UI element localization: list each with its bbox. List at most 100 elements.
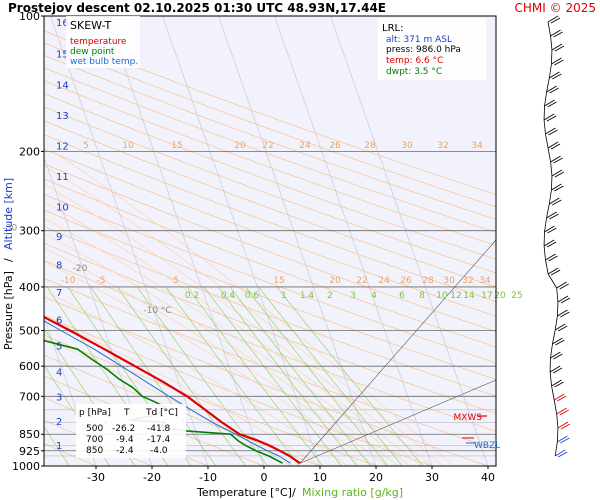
isotherm-line bbox=[274, 16, 433, 466]
table-header-p: p [hPa] bbox=[79, 408, 111, 418]
dry-adiabat-line bbox=[44, 120, 496, 288]
x-axis-title-temp: Temperature [°C] bbox=[196, 486, 292, 499]
wind-barb bbox=[551, 57, 562, 65]
altitude-tick-label: 8 bbox=[56, 261, 62, 272]
dry-adiabat-line bbox=[44, 193, 496, 364]
wind-barb-flag bbox=[554, 45, 565, 52]
mixing-ratio-label: 1.4 bbox=[300, 291, 315, 301]
wind-barb-flag bbox=[552, 367, 563, 374]
legend-title: SKEW-T bbox=[70, 19, 112, 32]
y-tick-label: 1000 bbox=[12, 460, 40, 473]
theta-label: 32 bbox=[437, 141, 448, 151]
wind-staff bbox=[556, 301, 559, 317]
wind-barb bbox=[550, 29, 561, 37]
plot-area bbox=[44, 16, 496, 466]
wind-staff bbox=[544, 91, 547, 107]
theta-label: 34 bbox=[471, 141, 483, 151]
theta-label: 20 bbox=[234, 141, 246, 151]
wind-barb-flag bbox=[557, 325, 568, 332]
wind-barb-flag bbox=[547, 101, 557, 108]
lrl-box bbox=[378, 18, 486, 80]
theta-label: 28 bbox=[422, 276, 434, 286]
wind-barb bbox=[551, 43, 563, 51]
lrl-alt: alt: 371 m ASL bbox=[386, 35, 452, 45]
y-tick-label: 500 bbox=[19, 325, 40, 338]
mixing-ratio-label: 6 bbox=[399, 291, 405, 301]
mixing-ratio-label: 10 bbox=[436, 291, 448, 301]
wind-barb bbox=[554, 323, 566, 331]
table-header-t: T bbox=[123, 408, 130, 418]
dry-adiabat-line bbox=[44, 209, 496, 380]
wind-barb-flag bbox=[555, 339, 565, 346]
table-row-700-td: -17.4 bbox=[147, 435, 171, 445]
wind-barb bbox=[549, 197, 560, 205]
plot-frame bbox=[43, 15, 497, 467]
wind-staff bbox=[545, 259, 549, 275]
mixing-ratio-label: 12 bbox=[450, 291, 461, 301]
y-tick-label: 850 bbox=[19, 428, 40, 441]
wind-barb bbox=[551, 183, 562, 191]
dry-adiabat-line bbox=[44, 80, 496, 247]
theta-label: 24 bbox=[378, 276, 390, 286]
wind-staff bbox=[556, 287, 559, 303]
theta-label: 24 bbox=[299, 141, 311, 151]
wind-barb bbox=[546, 211, 557, 219]
wind-barb-flag bbox=[552, 73, 562, 80]
y-axis-title-sep: / bbox=[2, 258, 15, 262]
y-tick-label: 925 bbox=[19, 445, 40, 458]
dry-adiabat-line bbox=[44, 163, 496, 332]
x-tick-label: 40 bbox=[481, 471, 495, 484]
isotherm-line bbox=[44, 156, 153, 466]
wind-barb-flag bbox=[560, 311, 570, 318]
mixing-ratio-label: 17 bbox=[481, 291, 492, 301]
lrl-temp: temp: 6.6 °C bbox=[386, 56, 443, 66]
table-row-850-td: -4.0 bbox=[150, 446, 168, 456]
wind-staff bbox=[550, 343, 553, 359]
wind-barb bbox=[557, 309, 568, 317]
y-axis-title-altitude: Altitude [km] bbox=[2, 178, 15, 250]
wind-staff bbox=[546, 77, 550, 93]
table-row-700-p: 700 bbox=[86, 435, 103, 445]
wind-staff bbox=[547, 273, 558, 289]
wind-barb bbox=[544, 99, 555, 107]
isotherm-line bbox=[44, 316, 97, 466]
y-tick-label: 200 bbox=[19, 145, 40, 158]
wind-barb-flag bbox=[553, 353, 563, 360]
altitude-tick-label: 11 bbox=[56, 172, 69, 183]
dry-adiabat-line bbox=[44, 54, 496, 220]
mixing-ratio-label: 14 bbox=[463, 291, 475, 301]
mixing-ratio-label: 3 bbox=[350, 291, 356, 301]
theta-label: 30 bbox=[401, 141, 413, 151]
wind-staff bbox=[547, 147, 552, 163]
mixing-ratio-label: 2 bbox=[327, 291, 333, 301]
wind-barb-flag bbox=[549, 87, 559, 94]
altitude-tick-label: 5 bbox=[56, 342, 62, 353]
altitude-tick-label: 9 bbox=[56, 232, 62, 243]
theta-label: 15 bbox=[171, 141, 182, 151]
wind-staff bbox=[548, 189, 552, 205]
wind-staff bbox=[548, 63, 552, 79]
table-row-500-p: 500 bbox=[86, 424, 103, 434]
wind-barb-flag bbox=[550, 17, 561, 24]
wind-barb-flag bbox=[559, 283, 569, 290]
wbzl-label: WBZL bbox=[474, 441, 500, 451]
altitude-tick-label: 6 bbox=[56, 315, 62, 326]
wind-barb bbox=[550, 155, 561, 163]
wind-staff bbox=[551, 175, 553, 191]
mixing-ratio-label: 4 bbox=[371, 291, 377, 301]
wind-barb-flag bbox=[560, 297, 571, 304]
mixing-ratio-label: 1 bbox=[281, 291, 287, 301]
wind-barb-flag bbox=[554, 171, 565, 178]
wind-staff bbox=[556, 427, 559, 443]
wind-barb bbox=[557, 421, 569, 429]
lrl-title: LRL: bbox=[382, 23, 403, 34]
wind-barb bbox=[556, 407, 567, 415]
wind-barb-flag bbox=[550, 143, 561, 150]
x-axis-title-mix: Mixing ratio [g/kg] bbox=[302, 486, 403, 499]
x-tick-label: -20 bbox=[143, 471, 161, 484]
wind-barb-flag bbox=[557, 451, 568, 458]
wind-barb bbox=[545, 253, 556, 261]
wind-barb bbox=[556, 281, 567, 289]
theta-label: 20 bbox=[329, 276, 341, 286]
theta-label: 30 bbox=[443, 276, 455, 286]
